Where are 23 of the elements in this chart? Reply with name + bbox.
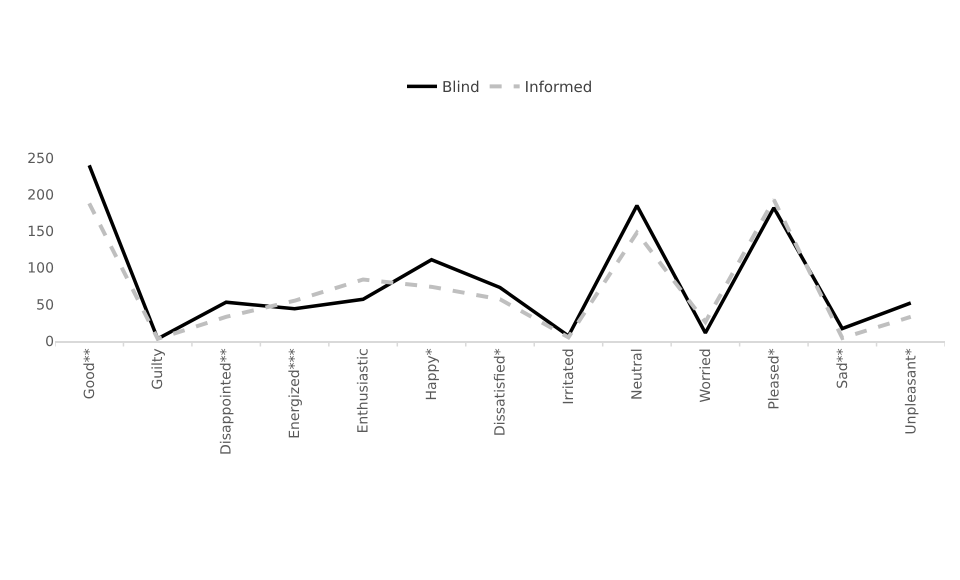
x-tick-label: Happy*: [424, 348, 440, 401]
x-tick-label: Good**: [82, 348, 98, 400]
y-tick-label: 250: [27, 150, 54, 167]
y-tick-label: 100: [27, 260, 54, 277]
x-tick-label: Unpleasant*: [903, 348, 920, 435]
y-tick-label: 0: [45, 334, 54, 350]
x-tick-label: Pleased*: [766, 348, 782, 410]
x-tick-label: Irritated: [561, 348, 578, 405]
legend-label: Informed: [524, 78, 592, 96]
x-tick-label: Neutral: [629, 348, 646, 400]
x-tick-label: Worried: [698, 348, 714, 403]
legend-label: Blind: [442, 78, 480, 96]
x-tick-label: Energized***: [287, 348, 304, 439]
x-tick-label: Guilty: [150, 348, 166, 390]
x-tick-label: Sad**: [834, 348, 851, 389]
x-tick-label: Dissatisfied*: [492, 348, 509, 436]
line-series: [87, 164, 913, 341]
line-series: [87, 198, 913, 341]
x-tick-label: Disappointed**: [218, 348, 235, 455]
y-tick-label: 50: [36, 297, 54, 314]
y-tick-label: 150: [27, 224, 54, 240]
y-tick-label: 200: [27, 188, 54, 204]
x-tick-label: Enthusiastic: [356, 348, 372, 434]
